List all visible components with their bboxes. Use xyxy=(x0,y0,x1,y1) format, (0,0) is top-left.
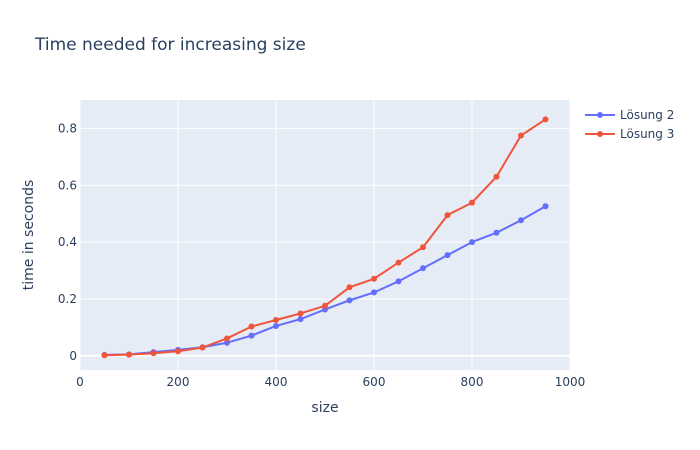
x-tick-label: 200 xyxy=(167,375,190,389)
legend-label: Lösung 3 xyxy=(620,127,674,141)
y-tick-label: 0.2 xyxy=(58,292,77,306)
data-point[interactable] xyxy=(101,352,108,359)
data-point[interactable] xyxy=(126,351,132,358)
y-axis-title: time in seconds xyxy=(21,180,37,291)
y-tick-label: 0 xyxy=(69,349,77,363)
x-axis-ticks: 0 200 400 600 800 1000 xyxy=(76,375,585,389)
data-point[interactable] xyxy=(175,348,181,355)
data-point[interactable] xyxy=(371,289,377,296)
data-point[interactable] xyxy=(297,310,304,317)
data-point[interactable] xyxy=(322,302,328,309)
data-point[interactable] xyxy=(444,252,451,259)
gridlines xyxy=(79,100,571,370)
legend-label: Lösung 2 xyxy=(620,108,674,122)
x-tick-label: 600 xyxy=(363,375,386,389)
data-point[interactable] xyxy=(444,212,451,219)
data-point[interactable] xyxy=(542,203,549,210)
data-point[interactable] xyxy=(395,278,402,285)
data-point[interactable] xyxy=(420,244,426,251)
legend: Lösung 2 Lösung 3 xyxy=(585,108,674,141)
legend-item[interactable]: Lösung 3 xyxy=(585,127,674,141)
data-point[interactable] xyxy=(248,332,255,339)
data-point[interactable] xyxy=(150,350,157,357)
data-point[interactable] xyxy=(297,316,304,323)
data-point[interactable] xyxy=(518,217,524,224)
data-point[interactable] xyxy=(395,259,402,266)
data-point[interactable] xyxy=(371,275,377,282)
legend-marker xyxy=(597,131,603,137)
data-point[interactable] xyxy=(273,322,279,329)
data-point[interactable] xyxy=(224,335,230,342)
legend-marker xyxy=(597,112,603,118)
series-layer xyxy=(101,116,549,359)
data-point[interactable] xyxy=(493,173,500,180)
data-point[interactable] xyxy=(518,132,524,139)
data-point[interactable] xyxy=(542,116,549,123)
data-point[interactable] xyxy=(420,265,426,272)
x-tick-label: 800 xyxy=(461,375,484,389)
data-point[interactable] xyxy=(224,339,230,346)
y-tick-label: 0.6 xyxy=(58,178,77,192)
data-point[interactable] xyxy=(248,323,255,330)
data-point[interactable] xyxy=(469,239,475,246)
series-2 xyxy=(101,116,549,359)
y-axis-ticks: 0 0.2 0.4 0.6 0.8 xyxy=(58,121,77,362)
data-point[interactable] xyxy=(346,297,353,304)
y-tick-label: 0.4 xyxy=(58,235,77,249)
data-point[interactable] xyxy=(493,229,500,236)
data-point[interactable] xyxy=(346,284,353,291)
data-point[interactable] xyxy=(273,316,279,323)
x-tick-label: 400 xyxy=(265,375,288,389)
x-tick-label: 1000 xyxy=(555,375,586,389)
chart-title: Time needed for increasing size xyxy=(34,35,306,55)
data-point[interactable] xyxy=(469,199,475,206)
y-tick-label: 0.8 xyxy=(58,121,77,135)
x-tick-label: 0 xyxy=(76,375,84,389)
legend-item[interactable]: Lösung 2 xyxy=(585,108,674,122)
x-axis-title: size xyxy=(311,400,338,416)
data-point[interactable] xyxy=(199,344,206,351)
